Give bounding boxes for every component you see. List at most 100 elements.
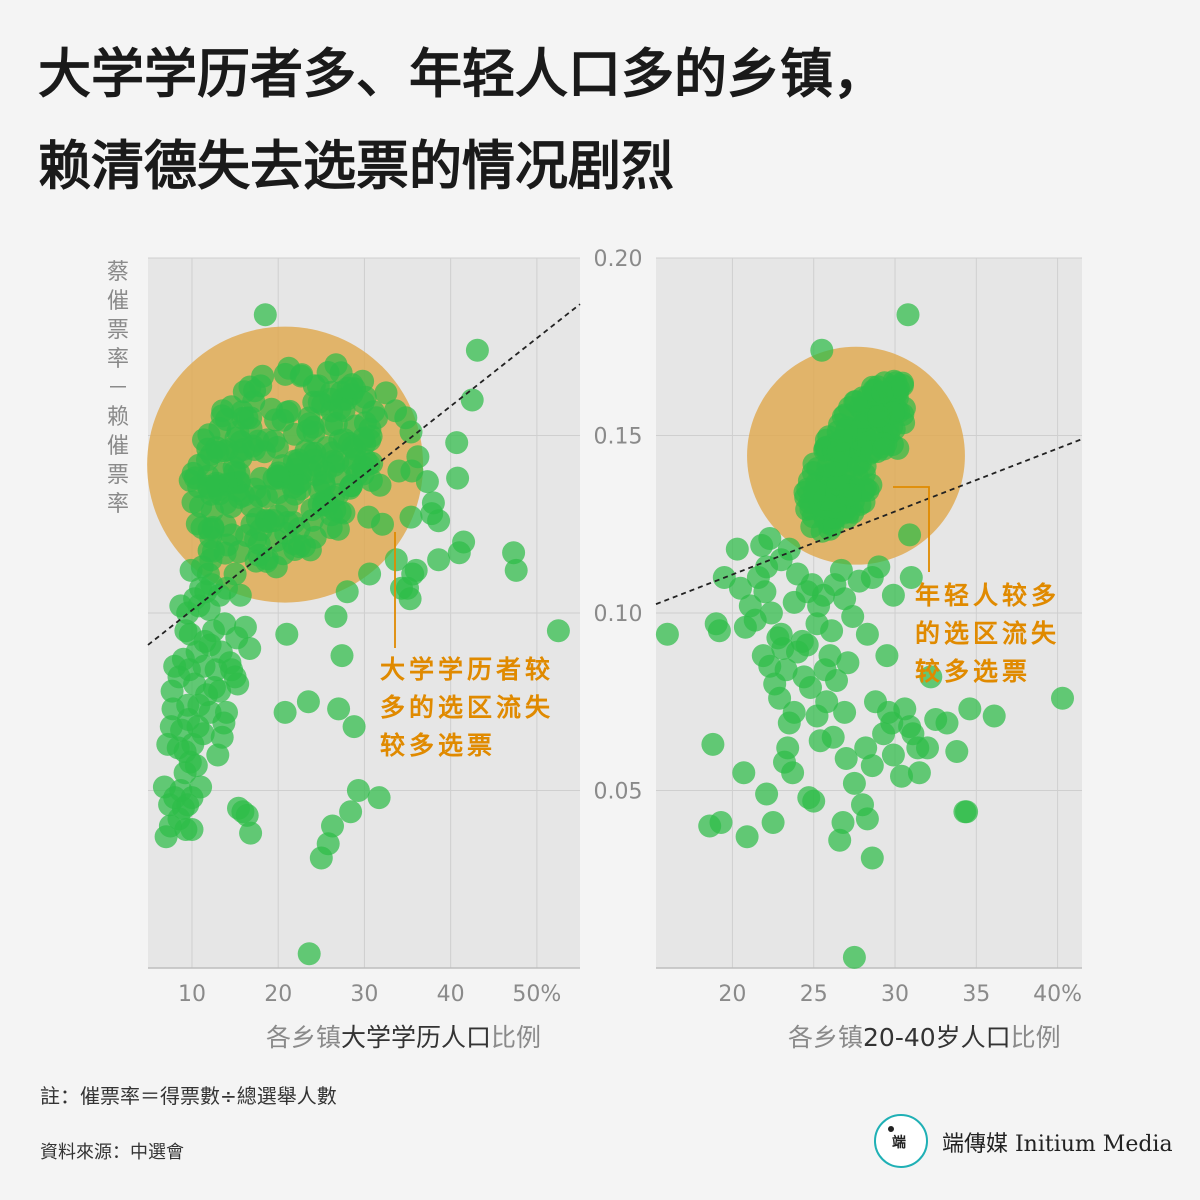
data-point [332, 399, 356, 422]
y-tick-label: 0.20 [594, 247, 643, 272]
x-tick-label: 20 [264, 982, 292, 1007]
data-point [183, 466, 207, 490]
data-point [406, 445, 430, 469]
data-point [191, 722, 215, 746]
data-point [800, 573, 824, 597]
x-tick-label: 50% [512, 982, 561, 1007]
data-point [725, 537, 749, 561]
data-point [836, 651, 860, 675]
data-point [206, 743, 230, 767]
data-point [872, 437, 896, 461]
data-point [206, 440, 230, 464]
data-point [758, 527, 782, 550]
data-point [339, 800, 363, 824]
data-point [1051, 686, 1074, 710]
data-point [797, 786, 821, 810]
x-tick-label: 35 [962, 982, 990, 1007]
data-point [253, 303, 277, 327]
data-point [860, 754, 884, 778]
data-point [802, 452, 826, 476]
data-point [324, 605, 348, 628]
data-point [321, 814, 344, 838]
data-point [353, 411, 377, 435]
data-point [239, 821, 263, 845]
data-point [223, 562, 247, 586]
data-point [842, 771, 866, 795]
data-point [860, 846, 884, 870]
data-point [834, 747, 858, 770]
data-point [421, 491, 445, 515]
data-point [351, 390, 375, 414]
data-point [833, 700, 857, 724]
x-tick-label: 40% [1033, 982, 1082, 1007]
data-point [255, 549, 279, 573]
x-label-prefix: 各乡镇 [266, 1023, 342, 1052]
data-point [838, 483, 862, 507]
data-point [339, 474, 363, 498]
data-point [232, 380, 256, 404]
data-point [231, 800, 255, 824]
chart-panel-2: 20 25 30 35 40% [655, 257, 1083, 1007]
data-point [297, 412, 321, 436]
data-point [655, 622, 679, 646]
data-point [374, 381, 398, 405]
x-label-suffix: 比例 [1010, 1023, 1061, 1052]
data-point [504, 558, 528, 582]
footnote: 註：催票率＝得票數÷總選舉人數 [40, 1084, 337, 1108]
data-point [867, 405, 891, 428]
data-point [841, 605, 865, 628]
brand-name: 端傳媒 Initium Media [942, 1132, 1173, 1157]
data-point [842, 945, 866, 969]
data-point [830, 428, 853, 452]
logo-dot [888, 1126, 894, 1132]
data-point [169, 779, 193, 802]
data-point [919, 665, 943, 689]
data-point [296, 690, 320, 714]
data-point [177, 658, 201, 682]
data-point [751, 644, 775, 668]
data-point [847, 569, 871, 593]
data-point [795, 633, 819, 657]
data-point [777, 537, 801, 561]
data-point [226, 672, 250, 696]
data-point [415, 470, 439, 494]
data-point [229, 430, 253, 454]
x-axis-label-education: 各乡镇大学学历人口比例 [266, 1018, 541, 1054]
data-point [404, 558, 428, 582]
data-point [901, 722, 925, 746]
data-point [215, 408, 238, 431]
data-point [776, 736, 800, 760]
x-tick-label: 10 [178, 982, 206, 1007]
data-point [180, 818, 204, 841]
data-point [982, 704, 1006, 728]
annotation-education: 大学学历者较多的选区流失较多选票 [380, 655, 555, 760]
data-point [896, 303, 920, 327]
data-point [260, 397, 283, 421]
data-point [893, 697, 917, 721]
data-point [384, 399, 407, 423]
x-label-suffix: 比例 [491, 1023, 542, 1052]
data-point [810, 338, 834, 362]
annotation-age: 年轻人较多的选区流失较多选票 [915, 581, 1061, 686]
y-tick-label: 0.15 [594, 425, 643, 450]
data-point [328, 500, 352, 524]
data-point [390, 576, 413, 600]
data-point [212, 711, 236, 735]
data-point [187, 693, 211, 717]
x-label-main: 20-40岁人口 [863, 1023, 1011, 1052]
x-tick-label: 30 [350, 982, 378, 1007]
y-tick-label: 0.10 [594, 602, 643, 627]
data-point [899, 566, 923, 589]
data-point [281, 532, 305, 556]
source-note: 資料來源：中選會 [40, 1142, 184, 1163]
data-point [286, 451, 310, 475]
x-tick-label: 25 [800, 982, 828, 1007]
data-point [275, 622, 299, 646]
data-point [704, 612, 728, 636]
annotation-leader-line [893, 486, 930, 572]
data-point [867, 555, 891, 579]
title-line-1: 大学学历者多、年轻人口多的乡镇， [38, 44, 886, 105]
data-point [890, 764, 913, 788]
data-point [384, 548, 408, 572]
data-point [829, 558, 853, 582]
